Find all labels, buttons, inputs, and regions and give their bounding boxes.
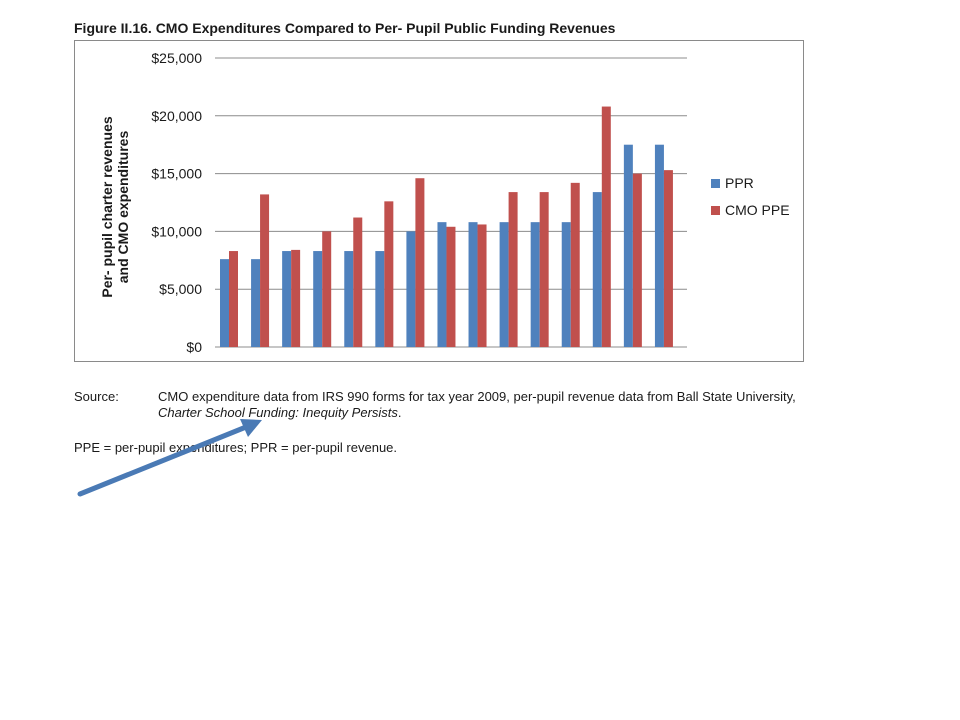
y-tick-label: $5,000 [159,281,202,297]
source-text: CMO expenditure data from IRS 990 forms … [158,389,818,421]
legend: PPR CMO PPE [711,175,790,218]
y-tick-label: $20,000 [151,108,202,124]
bar-ppr [499,222,509,347]
bar-ppr [561,222,571,347]
bar-ppr [313,251,323,347]
annotation-arrow [77,419,262,497]
source-title: Charter School Funding: Inequity Persist… [158,405,398,420]
bar-ppr [530,222,540,347]
legend-swatch [711,206,720,215]
bar-cmo-ppe [229,251,238,347]
y-axis-ticks: $0 $5,000 $10,000 $15,000 $20,000 $25,000 [151,50,202,355]
bar-ppr [623,144,633,347]
source-label: Source: [74,389,119,404]
y-axis-label-line-2: and CMO expenditures [115,131,131,284]
figure-title: Figure II.16. CMO Expenditures Compared … [74,20,616,36]
legend-swatch [711,179,720,188]
bar-ppr [654,144,664,347]
bar-ppr [468,222,478,347]
bar-cmo-ppe [539,192,549,347]
bar-ppr [251,259,261,347]
abbreviation-note: PPE = per-pupil expenditures; PPR = per-… [74,440,398,455]
chart-frame: $0 $5,000 $10,000 $15,000 $20,000 $25,000 Per… [74,40,804,362]
y-tick-label: $0 [186,339,202,355]
source-text-end: . [397,405,402,420]
y-axis-label: Per- pupil charter revenues and CMO expe… [99,116,131,298]
bar-chart: $0 $5,000 $10,000 $15,000 $20,000 $25,000 Per… [99,50,790,355]
bar-cmo-ppe [353,217,363,347]
bar-ppr [282,251,292,347]
legend-label: PPR [725,175,754,191]
bar-ppr [406,231,416,347]
legend-label: CMO PPE [725,202,790,218]
y-tick-label: $10,000 [151,223,202,239]
bar-cmo-ppe [601,106,611,347]
bars [220,106,673,347]
bar-cmo-ppe [477,224,487,347]
source-text-main: CMO expenditure data from IRS 990 forms … [158,389,796,404]
bar-ppr [437,222,447,347]
bar-cmo-ppe [415,178,425,347]
bar-ppr [344,251,354,347]
bar-ppr [375,251,385,347]
bar-cmo-ppe [260,194,270,347]
bar-cmo-ppe [663,170,673,347]
y-tick-label: $25,000 [151,50,202,66]
bar-cmo-ppe [570,182,580,347]
bar-cmo-ppe [322,231,332,347]
arrow-shaft [77,424,249,497]
bar-cmo-ppe [384,201,394,347]
bar-cmo-ppe [291,249,301,347]
bar-cmo-ppe [632,173,642,347]
y-axis-label-line-1: Per- pupil charter revenues [99,116,115,298]
arrow-head [240,419,262,437]
y-tick-label: $15,000 [151,166,202,182]
bar-cmo-ppe [508,192,518,347]
bar-ppr [592,192,602,347]
bar-ppr [220,259,229,347]
bar-cmo-ppe [446,226,456,347]
